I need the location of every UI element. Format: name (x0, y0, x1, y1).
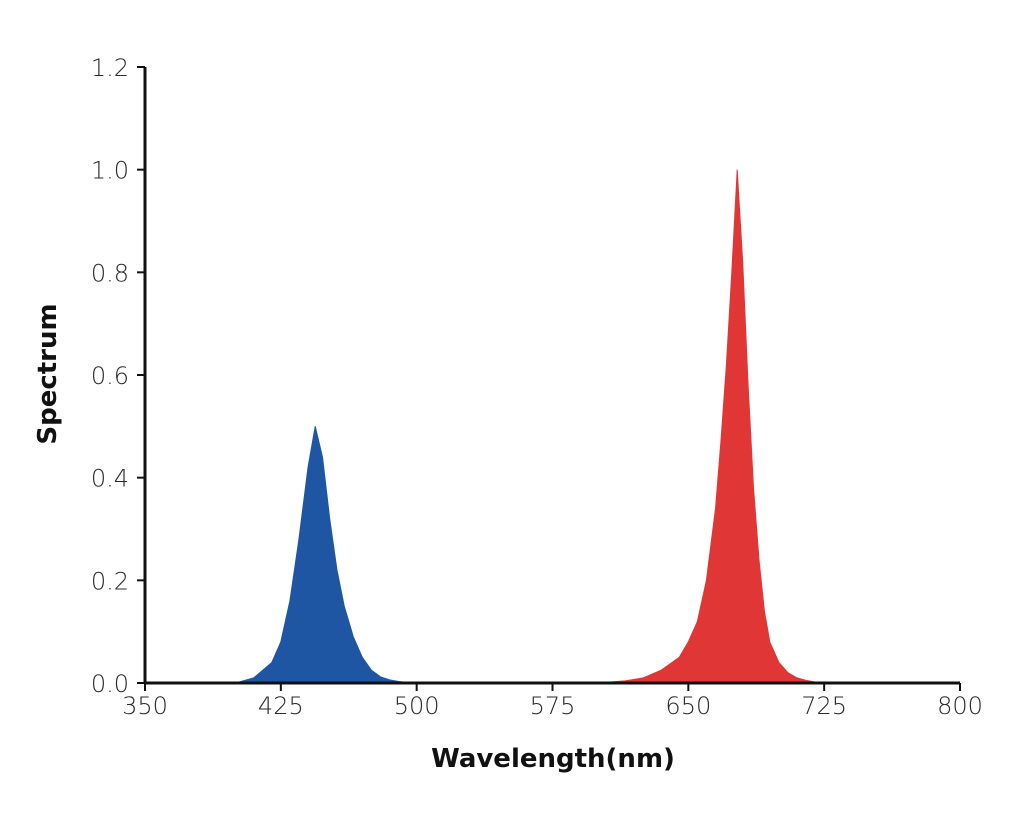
axes (143, 67, 960, 685)
series-areas (235, 169, 825, 684)
y-axis-title: Spectrum (33, 303, 63, 444)
x-tick-label: 500 (394, 692, 440, 720)
series-area-red (597, 169, 825, 684)
x-tick-label: 725 (801, 692, 847, 720)
y-tick-label: 0.6 (91, 362, 129, 390)
y-tick-label: 0.0 (91, 670, 129, 698)
x-tick-label: 800 (937, 692, 983, 720)
x-tick-label: 650 (665, 692, 711, 720)
x-tick-label: 575 (530, 692, 576, 720)
y-tick-label: 0.4 (91, 465, 129, 493)
y-tick-label: 1.2 (91, 54, 129, 82)
y-tick-label: 0.2 (91, 567, 129, 595)
x-tick-label: 350 (122, 692, 168, 720)
series-area-blue (235, 426, 417, 684)
x-tick-label: 425 (258, 692, 304, 720)
y-tick-label: 0.8 (91, 259, 129, 287)
ticks: 350 425 500 575 650 725 800 0.0 0.2 0.4 0.6 0.8 1.0 1… (91, 54, 983, 720)
y-tick-label: 1.0 (91, 157, 129, 185)
x-axis-title: Wavelength(nm) (431, 744, 675, 774)
